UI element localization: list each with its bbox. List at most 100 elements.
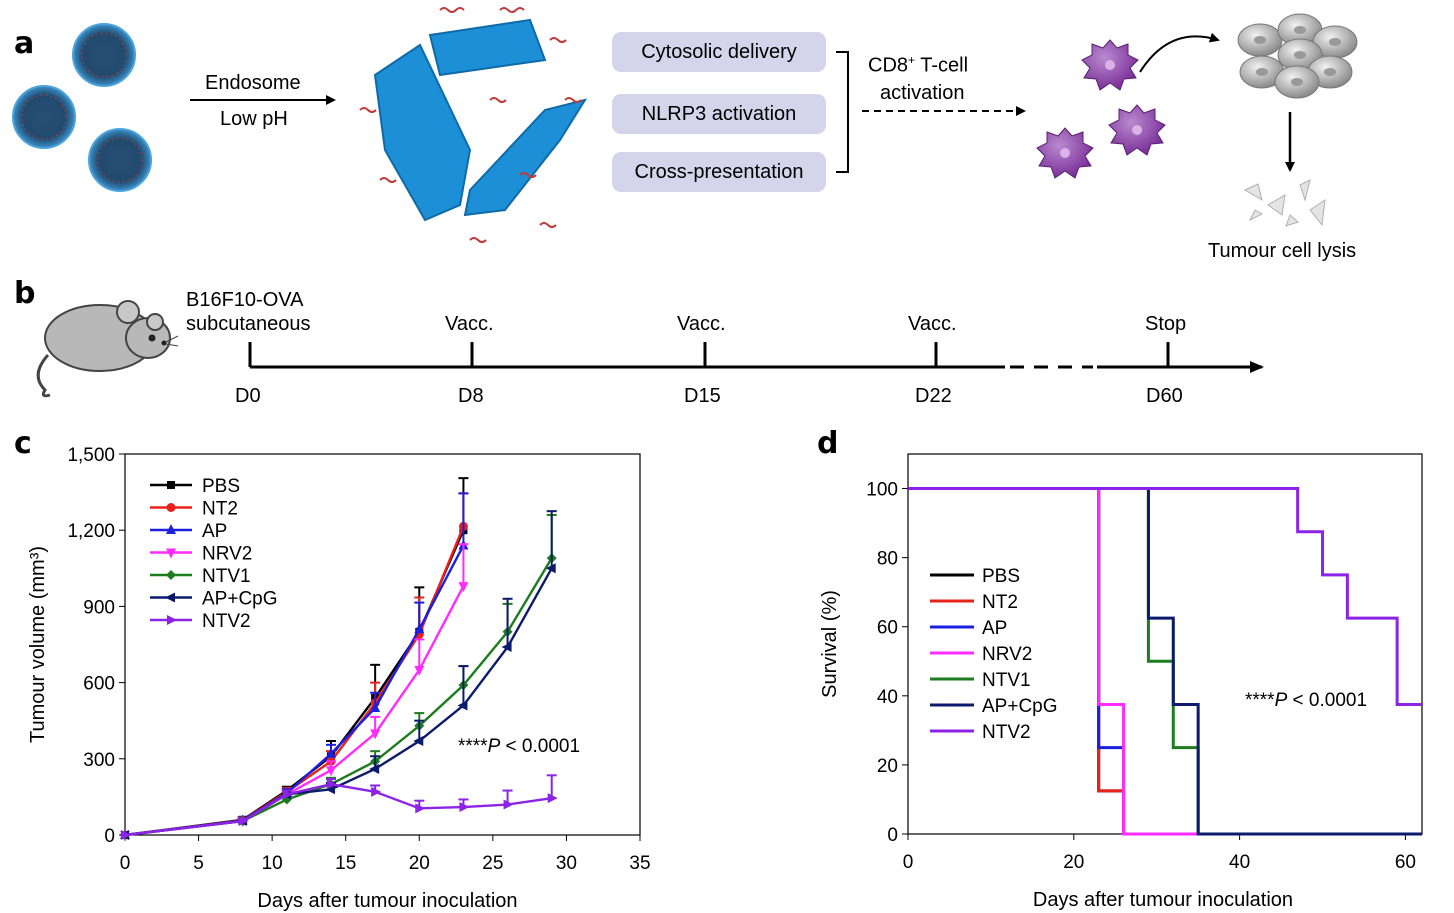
data-point [503, 799, 514, 810]
x-tick-label: 30 [556, 853, 577, 874]
event-label-d22: Vacc. [908, 313, 957, 335]
tumour-cell-lysis-label: Tumour cell lysis [1208, 240, 1357, 262]
legend-marker [167, 615, 177, 625]
legend-item-nt2: NT2 [930, 592, 1018, 613]
legend-item-ap-cpg: AP+CpG [150, 589, 278, 610]
y-tick-label: 60 [877, 618, 898, 639]
data-point [326, 747, 336, 758]
nanoparticle-2 [12, 85, 76, 149]
legend-marker [166, 548, 176, 559]
data-point [501, 642, 512, 653]
event-label-d8: Vacc. [445, 313, 494, 335]
legend-marker [166, 503, 176, 512]
dendritic-cell-3 [1036, 127, 1094, 179]
y-tick-label: 20 [877, 756, 898, 777]
x-tick-label: 20 [409, 853, 430, 874]
panel-d-pvalue: ****P < 0.0001 [1245, 690, 1368, 711]
data-point [415, 803, 426, 814]
series-line [124, 557, 553, 837]
curved-arrow [1139, 32, 1220, 73]
x-tick-label: 15 [335, 853, 356, 874]
x-tick-label: 60 [1395, 852, 1416, 873]
data-point [547, 793, 558, 804]
day-label-d15: D15 [684, 385, 721, 407]
y-tick-label: 0 [104, 826, 115, 847]
survival-chart: 0 20 40 60 0 20 40 60 80 100 Days after tumour ino… [819, 453, 1423, 911]
legend-item-ntv1: NTV1 [150, 566, 251, 587]
nanosheets [359, 7, 588, 243]
legend-label: NRV2 [982, 644, 1032, 665]
event-label-d15: Vacc. [677, 313, 726, 335]
data-point [238, 816, 249, 827]
y-axis-label: Survival (%) [819, 590, 841, 698]
series-line [124, 782, 552, 837]
legend-label: AP [202, 521, 227, 542]
legend-item-ap: AP [150, 521, 227, 542]
mouse-icon [36, 300, 179, 398]
cd8-activation-line2: activation [880, 82, 965, 104]
legend-item-nrv2: NRV2 [930, 644, 1032, 665]
data-point [457, 700, 468, 711]
survival-line-ap-cpg [908, 487, 1422, 836]
x-tick-label: 5 [193, 853, 204, 874]
dendritic-cell-2 [1108, 104, 1166, 156]
legend-label: AP+CpG [982, 696, 1058, 717]
box-cytosolic-delivery: Cytosolic delivery [612, 32, 826, 72]
event-label-d60: Stop [1145, 313, 1187, 335]
legend-item-ntv2: NTV2 [930, 722, 1031, 743]
timeline-title-2: subcutaneous [186, 313, 311, 335]
data-point [413, 736, 424, 747]
box-nlrp3-activation: NLRP3 activation [612, 94, 826, 134]
timeline-title-1: B16F10-OVA [186, 289, 304, 311]
data-point [282, 789, 293, 800]
x-axis-label: Days after tumour inoculation [257, 890, 517, 912]
data-point [459, 802, 470, 813]
legend-marker [166, 524, 176, 534]
legend-item-pbs: PBS [930, 566, 1020, 587]
legend-item-ap-cpg: AP+CpG [930, 696, 1058, 717]
series-ap-cpg [119, 510, 557, 840]
data-point [325, 784, 335, 795]
lysed-fragments [1243, 179, 1326, 227]
legend-item-pbs: PBS [150, 476, 240, 497]
data-point [370, 729, 381, 740]
cd8-activation-label: CD8+ T-cell [868, 53, 969, 77]
legend-label: NT2 [202, 499, 238, 520]
panel-a-diagram [12, 7, 1358, 243]
data-point [369, 763, 380, 774]
y-tick-label: 40 [877, 687, 898, 708]
y-tick-label: 300 [83, 750, 115, 771]
series-ntv1 [120, 513, 557, 840]
legend-label: NTV2 [202, 611, 251, 632]
legend-label: AP+CpG [202, 589, 278, 610]
y-tick-label: 600 [83, 674, 115, 695]
data-point [327, 779, 337, 790]
legend-marker [165, 592, 175, 603]
y-tick-label: 1,500 [67, 445, 115, 466]
legend-label: NTV2 [982, 722, 1031, 743]
tumour-cell-cluster [1237, 13, 1358, 99]
day-label-d60: D60 [1146, 385, 1183, 407]
data-point [370, 702, 381, 712]
data-point [414, 623, 425, 634]
box-cross-presentation: Cross-presentation [612, 152, 826, 192]
y-axis-label: Tumour volume (mm³) [27, 546, 49, 743]
panel-letter-a: a [14, 26, 35, 61]
panel-letter-d: d [817, 426, 839, 461]
day-label-d8: D8 [458, 385, 484, 407]
legend-label: NTV1 [982, 670, 1031, 691]
bracket [836, 51, 849, 173]
day-label-d0: D0 [235, 385, 261, 407]
legend-label: NRV2 [202, 544, 252, 565]
x-tick-label: 40 [1229, 852, 1250, 873]
series-ntv2 [121, 774, 558, 840]
data-point [414, 665, 425, 676]
plot-frame [124, 453, 641, 836]
legend-label: NT2 [982, 592, 1018, 613]
legend-label: PBS [202, 476, 240, 497]
legend-item-nt2: NT2 [150, 499, 238, 520]
legend-marker [166, 570, 176, 580]
panel-letter-c: c [14, 426, 32, 461]
dendritic-cell-1 [1081, 39, 1139, 91]
x-tick-label: 0 [903, 852, 914, 873]
